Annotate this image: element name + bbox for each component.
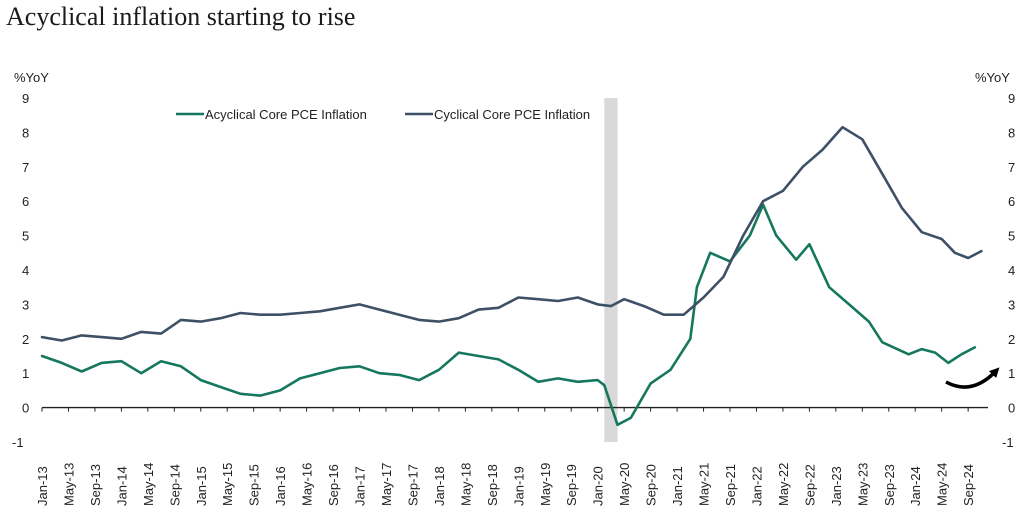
- y-tick-label-right: 2: [1008, 332, 1015, 347]
- y-tick-label-left: 0: [22, 401, 29, 416]
- y-tick-label-left: -1: [12, 435, 24, 450]
- chart-title: Acyclical inflation starting to rise: [6, 2, 356, 31]
- y-tick-label-left: 8: [22, 125, 29, 140]
- x-tick-label: Sep-14: [167, 464, 182, 506]
- y-tick-label-right: 0: [1008, 401, 1015, 416]
- shaded-period-band: [604, 98, 618, 442]
- y-tick-label-left: 3: [22, 297, 29, 312]
- x-tick-label: Jan-15: [194, 466, 209, 506]
- y-tick-label-left: 7: [22, 160, 29, 175]
- x-tick-label: May-14: [141, 463, 156, 506]
- y-axis-unit-left: %YoY: [14, 70, 49, 85]
- x-tick-label: Sep-24: [961, 464, 976, 506]
- y-tick-label-right: 3: [1008, 297, 1015, 312]
- y-tick-label-right: -1: [1002, 435, 1014, 450]
- legend-label: Cyclical Core PCE Inflation: [434, 107, 590, 122]
- x-tick-label: Jan-14: [114, 466, 129, 506]
- y-tick-label-right: 4: [1008, 263, 1015, 278]
- x-tick-label: Jan-17: [353, 466, 368, 506]
- x-tick-label: May-19: [538, 463, 553, 506]
- upward-arrow-icon: [945, 367, 1000, 389]
- y-tick-label-left: 4: [22, 263, 29, 278]
- x-tick-label: May-13: [61, 463, 76, 506]
- y-axis-unit-right: %YoY: [975, 70, 1010, 85]
- x-tick-label: Sep-13: [88, 464, 103, 506]
- x-tick-label: Jan-21: [670, 466, 685, 506]
- x-tick-label: Sep-18: [485, 464, 500, 506]
- x-tick-label: May-22: [776, 463, 791, 506]
- y-tick-label-left: 1: [22, 366, 29, 381]
- x-tick-label: Jan-23: [829, 466, 844, 506]
- y-tick-label-right: 1: [1008, 366, 1015, 381]
- x-tick-label: May-21: [697, 463, 712, 506]
- x-tick-label: Sep-21: [723, 464, 738, 506]
- y-tick-label-left: 2: [22, 332, 29, 347]
- y-tick-label-left: 9: [22, 91, 29, 106]
- acyclical-series-line: [40, 203, 977, 427]
- x-tick-label: Sep-15: [247, 464, 262, 506]
- y-tick-label-left: 6: [22, 194, 29, 209]
- x-tick-label: May-17: [379, 463, 394, 506]
- x-tick-label: Jan-18: [432, 466, 447, 506]
- x-tick-label: Sep-20: [644, 464, 659, 506]
- x-tick-label: Sep-23: [882, 464, 897, 506]
- x-tick-label: Jan-24: [908, 466, 923, 506]
- y-tick-label-left: 5: [22, 229, 29, 244]
- x-tick-label: May-18: [458, 463, 473, 506]
- x-tick-label: May-20: [617, 463, 632, 506]
- y-tick-label-right: 5: [1008, 229, 1015, 244]
- y-tick-label-right: 8: [1008, 125, 1015, 140]
- x-tick-label: Sep-16: [326, 464, 341, 506]
- x-tick-label: Jan-20: [591, 466, 606, 506]
- x-tick-label: May-24: [935, 463, 950, 506]
- x-tick-label: Jan-16: [273, 466, 288, 506]
- x-tick-label: May-16: [300, 463, 315, 506]
- x-tick-label: Sep-17: [405, 464, 420, 506]
- legend-label: Acyclical Core PCE Inflation: [205, 107, 367, 122]
- x-tick-label: Jan-13: [35, 466, 50, 506]
- x-tick-label: Jan-22: [749, 466, 764, 506]
- x-tick-label: Jan-19: [511, 466, 526, 506]
- x-tick-label: May-23: [855, 463, 870, 506]
- x-tick-label: Sep-22: [802, 464, 817, 506]
- cyclical-series-line: [40, 125, 983, 342]
- y-tick-label-right: 7: [1008, 160, 1015, 175]
- y-tick-label-right: 6: [1008, 194, 1015, 209]
- y-tick-label-right: 9: [1008, 91, 1015, 106]
- x-tick-label: Sep-19: [564, 464, 579, 506]
- x-tick-label: May-15: [220, 463, 235, 506]
